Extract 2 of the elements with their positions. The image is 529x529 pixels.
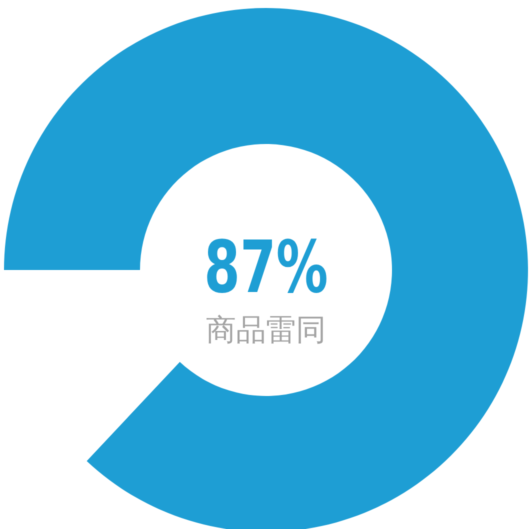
- data-label: 87%: [204, 225, 328, 310]
- slice-label: 商品雷同: [206, 313, 326, 348]
